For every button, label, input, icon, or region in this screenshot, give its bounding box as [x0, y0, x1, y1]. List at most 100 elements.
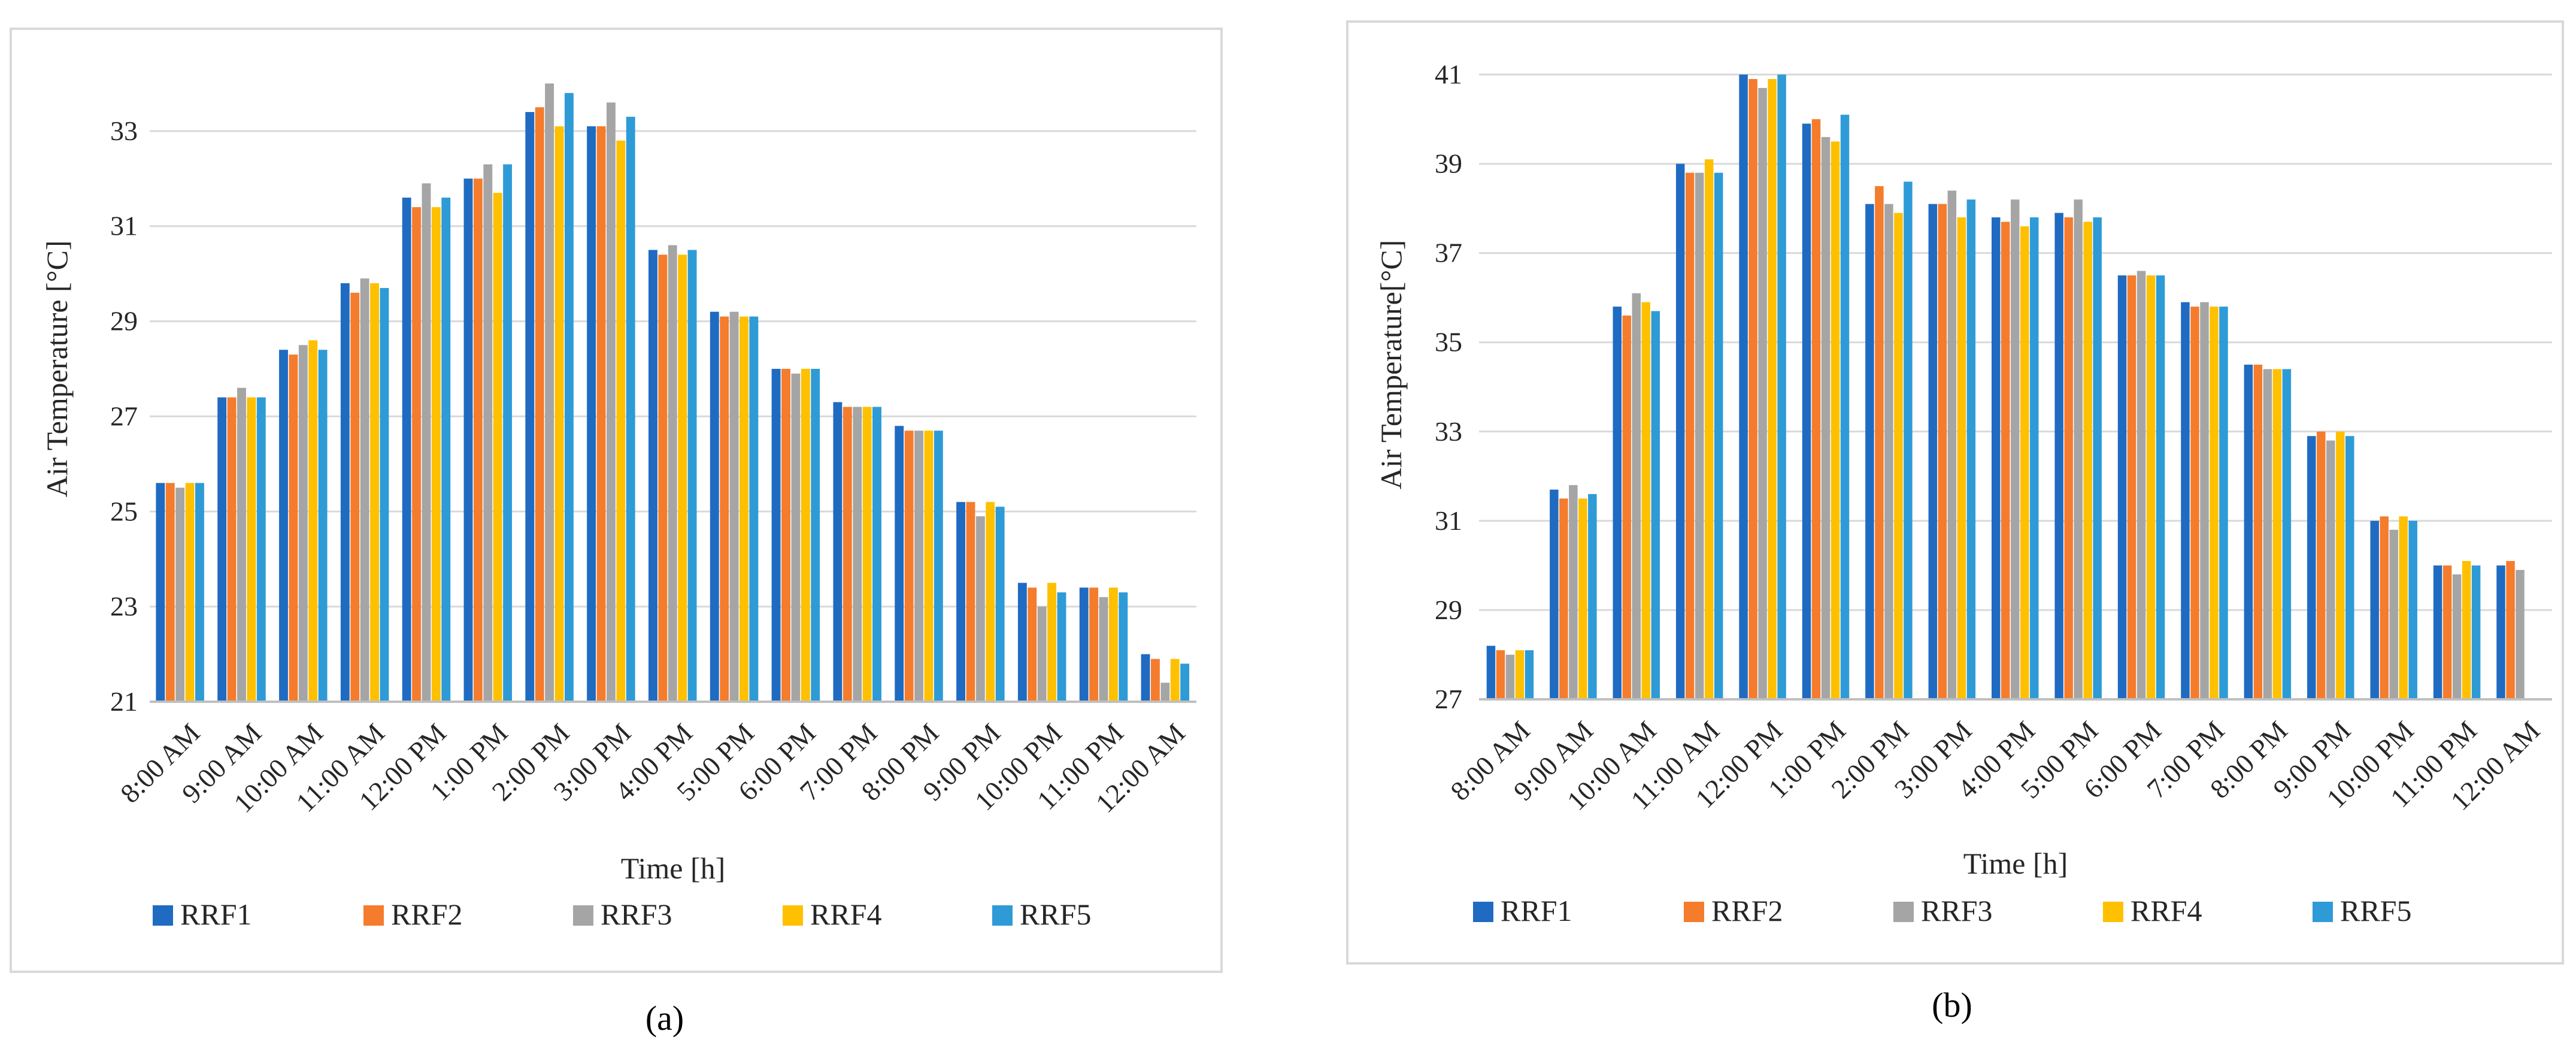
bar-a-RRF1-10 [771, 369, 781, 702]
bar-a-RRF3-12 [914, 430, 923, 702]
bar-b-RRF5-2 [1651, 311, 1660, 699]
bar-b-RRF5-0 [1525, 650, 1534, 699]
chart-frame-a [10, 28, 1223, 973]
legend-swatch-b-RRF3 [1893, 902, 1914, 922]
bar-a-RRF2-14 [1028, 587, 1037, 702]
bar-a-RRF1-1 [217, 397, 227, 702]
bar-b-RRF5-15 [2471, 565, 2481, 699]
bar-b-RRF5-5 [1840, 114, 1850, 699]
bar-a-RRF2-0 [165, 483, 175, 702]
bar-b-RRF3-11 [2200, 302, 2209, 699]
bar-b-RRF1-0 [1486, 645, 1496, 699]
legend-label-b-RRF1: RRF1 [1501, 894, 1572, 927]
bar-b-RRF3-5 [1821, 137, 1831, 699]
bar-b-RRF2-4 [1748, 78, 1757, 699]
bar-a-RRF1-0 [156, 483, 165, 702]
bar-a-RRF4-9 [740, 316, 748, 702]
bars-a [156, 83, 1190, 702]
bar-a-RRF1-5 [463, 178, 473, 702]
bar-a-RRF5-3 [380, 287, 389, 702]
legend-label-a-RRF1: RRF1 [180, 898, 252, 931]
y-tick-labels-b: 27 29 31 33 35 37 39 41 [1435, 59, 1462, 714]
bar-a-RRF2-13 [966, 502, 975, 702]
legend-swatch-a-RRF1 [153, 905, 173, 926]
bar-a-RRF1-15 [1079, 587, 1089, 702]
bar-b-RRF3-8 [2011, 199, 2020, 699]
bar-b-RRF1-4 [1739, 74, 1748, 700]
bar-a-RRF1-11 [833, 402, 842, 702]
bar-a-RRF3-8 [668, 245, 677, 702]
bar-a-RRF2-7 [596, 126, 606, 702]
bar-b-RRF1-14 [2370, 520, 2379, 699]
bar-a-RRF5-5 [503, 164, 513, 702]
legend-swatch-a-RRF3 [573, 905, 593, 926]
bar-b-RRF2-13 [2317, 431, 2326, 699]
bar-b-RRF4-12 [2272, 369, 2282, 699]
bar-a-RRF5-1 [256, 397, 266, 702]
bar-b-RRF4-1 [1578, 498, 1587, 699]
bar-a-RRF4-11 [862, 407, 872, 702]
bar-b-RRF5-11 [2219, 307, 2228, 699]
bar-b-RRF4-14 [2399, 516, 2408, 699]
y-tick-label-b-37: 37 [1435, 238, 1462, 268]
bar-a-RRF4-13 [986, 502, 995, 702]
legend-swatch-b-RRF2 [1684, 902, 1704, 922]
bar-a-RRF4-6 [554, 126, 564, 702]
bar-a-RRF5-6 [564, 93, 574, 702]
bar-a-RRF4-7 [616, 140, 626, 702]
bar-b-RRF2-9 [2064, 217, 2073, 699]
bar-a-RRF1-3 [340, 283, 350, 702]
bar-a-RRF5-13 [995, 507, 1005, 702]
bar-b-RRF4-11 [2210, 307, 2219, 699]
bar-b-RRF2-8 [2001, 222, 2010, 699]
y-axis-title-a: Air Temperature [°C] [40, 240, 74, 497]
legend-label-a-RRF5: RRF5 [1020, 898, 1092, 931]
bar-b-RRF3-4 [1758, 87, 1767, 700]
bar-b-RRF4-13 [2336, 431, 2345, 699]
bar-a-RRF5-10 [811, 369, 820, 702]
bar-b-RRF5-3 [1714, 172, 1723, 699]
bar-a-RRF4-1 [247, 397, 256, 702]
x-axis-title-a: Time [h] [621, 851, 726, 885]
bar-a-RRF5-11 [872, 407, 881, 702]
y-tick-label-a-21: 21 [110, 686, 138, 717]
bar-a-RRF1-4 [402, 198, 411, 702]
bar-a-RRF4-12 [924, 430, 934, 702]
bar-a-RRF2-4 [412, 207, 422, 702]
y-tick-label-a-27: 27 [110, 401, 138, 431]
bar-b-RRF3-6 [1884, 204, 1893, 699]
y-tick-label-a-31: 31 [110, 211, 138, 241]
bar-a-RRF5-14 [1057, 592, 1066, 702]
bar-a-RRF3-3 [360, 278, 369, 702]
bar-a-RRF2-1 [227, 397, 237, 702]
y-tick-label-b-35: 35 [1435, 327, 1462, 357]
y-tick-label-b-27: 27 [1435, 684, 1462, 714]
bar-b-RRF4-6 [1894, 213, 1903, 699]
bar-a-RRF3-0 [175, 487, 185, 702]
bar-b-RRF4-9 [2083, 222, 2092, 699]
bar-a-RRF1-8 [648, 250, 657, 702]
legend-label-b-RRF5: RRF5 [2340, 894, 2412, 927]
bar-b-RRF4-8 [2020, 226, 2029, 699]
bar-a-RRF3-5 [483, 164, 493, 702]
bar-b-RRF2-7 [1938, 204, 1947, 699]
legend-label-b-RRF3: RRF3 [1921, 894, 1993, 927]
bar-a-RRF4-5 [493, 193, 502, 702]
y-tick-label-a-33: 33 [110, 116, 138, 146]
bar-b-RRF1-16 [2496, 565, 2505, 699]
bar-a-RRF2-9 [720, 316, 729, 702]
y-tick-label-b-41: 41 [1435, 59, 1462, 90]
bar-b-RRF5-4 [1777, 74, 1786, 700]
legend-swatch-b-RRF1 [1473, 902, 1493, 922]
bar-a-RRF4-0 [185, 483, 195, 702]
bar-b-RRF4-7 [1957, 217, 1966, 699]
y-tick-label-a-29: 29 [110, 306, 138, 336]
bar-b-RRF5-12 [2282, 369, 2292, 699]
bar-a-RRF3-2 [298, 345, 308, 702]
y-tick-label-b-29: 29 [1435, 595, 1462, 625]
legend-label-b-RRF2: RRF2 [1711, 894, 1783, 927]
bar-a-RRF2-2 [289, 354, 298, 702]
bar-b-RRF2-15 [2442, 565, 2452, 699]
